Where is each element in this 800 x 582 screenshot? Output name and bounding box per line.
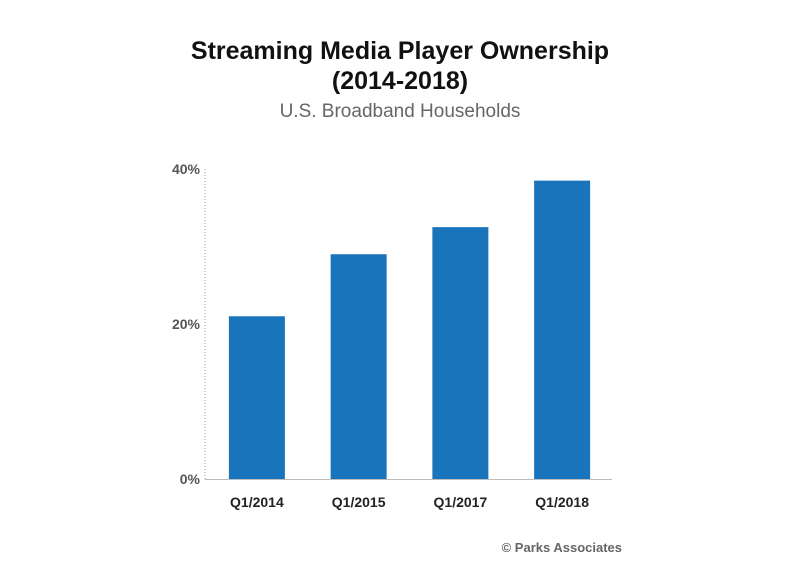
chart-subtitle: U.S. Broadband Households <box>279 101 521 122</box>
copyright-credit: © Parks Associates <box>501 540 622 555</box>
y-tick-label: 0% <box>180 471 201 487</box>
chart-title-line2: (2014-2018) <box>331 67 469 95</box>
chart-title-line1: Streaming Media Player Ownership <box>190 37 610 65</box>
x-tick-label: Q1/2018 <box>535 494 589 510</box>
chart-title: Streaming Media Player Ownership (2014-2… <box>0 36 800 96</box>
x-tick-label: Q1/2014 <box>230 494 284 510</box>
bar-q1-2015 <box>330 254 387 479</box>
bar-q1-2014 <box>228 316 285 479</box>
x-tick-label: Q1/2015 <box>332 494 386 510</box>
bar-q1-2017 <box>432 227 489 479</box>
y-tick-label: 40% <box>172 161 201 177</box>
bar-q1-2018 <box>534 180 591 479</box>
x-tick-label: Q1/2017 <box>434 494 488 510</box>
y-tick-label: 20% <box>172 316 201 332</box>
